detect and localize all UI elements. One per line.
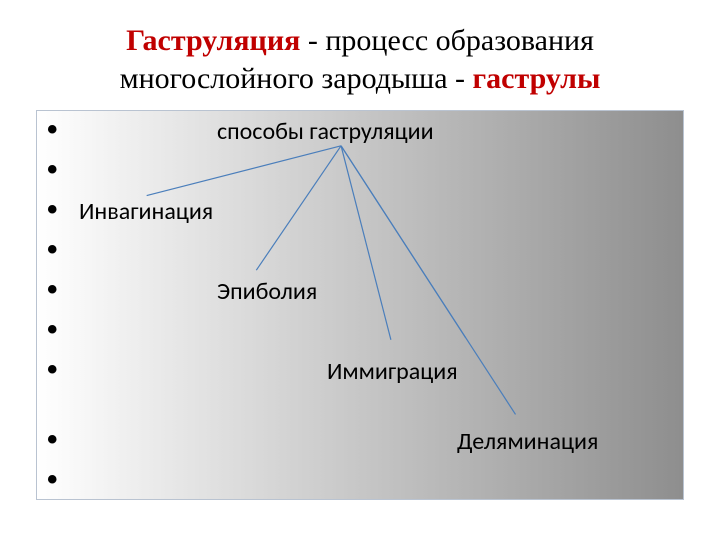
bullet-point: •	[47, 353, 58, 387]
method-delamination: Деляминация	[457, 427, 598, 456]
bullet-point: •	[47, 423, 58, 457]
bullet-point: •	[47, 193, 58, 227]
content-box: способы гаструляции Инвагинация Эпиболия…	[36, 110, 684, 500]
slide-title: Гаструляция - процесс образования многос…	[0, 0, 720, 111]
bullet-point: •	[47, 153, 58, 187]
bullet-point: •	[47, 113, 58, 147]
bullet-point: •	[47, 273, 58, 307]
title-part-1: Гаструляция	[126, 24, 300, 57]
bullet-point: •	[47, 313, 58, 347]
bullet-point: •	[47, 233, 58, 267]
methods-header: способы гаструляции	[217, 117, 434, 146]
method-epiboly: Эпиболия	[217, 277, 317, 306]
title-part-3: гаструлы	[473, 62, 601, 95]
method-immigration: Иммиграция	[327, 357, 458, 386]
bullet-point: •	[47, 463, 58, 497]
method-invagination: Инвагинация	[79, 197, 213, 226]
